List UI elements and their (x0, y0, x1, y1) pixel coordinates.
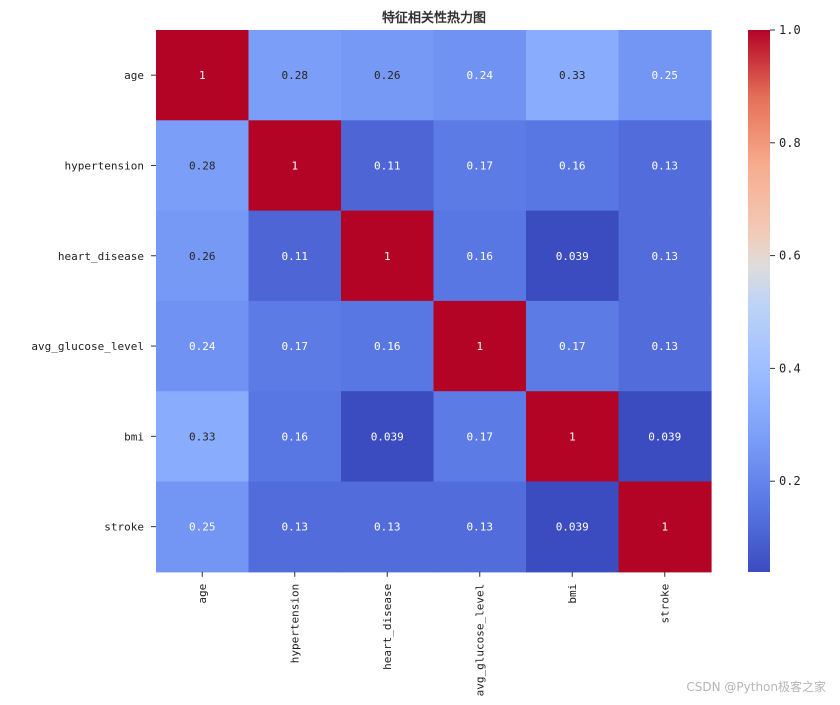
column-tick-label: age (196, 584, 209, 604)
heatmap-cell (341, 391, 435, 483)
cell-value-label: 0.16 (374, 340, 401, 353)
cell-value-label: 0.13 (374, 521, 401, 534)
cell-value-label: 0.17 (467, 159, 494, 172)
watermark-text: CSDN @Python极客之家 (686, 680, 826, 694)
cell-value-label: 0.26 (189, 250, 216, 263)
cell-value-label: 0.039 (648, 430, 681, 443)
colorbar-tick-label: 0.8 (779, 136, 801, 150)
heatmap-cell (526, 391, 620, 483)
row-labels: age hypertension heart_disease avg_glucose_… (31, 69, 156, 534)
heatmap-cell (618, 120, 712, 212)
heatmap-cell (433, 30, 527, 121)
heatmap-cell (341, 210, 435, 302)
cell-value-label: 0.24 (189, 340, 216, 353)
cell-value-label: 1 (291, 159, 298, 172)
column-tick-label: avg_glucose_level (474, 584, 487, 697)
column-labels: age hypertension heart_disease avg_glucose_… (196, 571, 672, 697)
row-tick-label: age (124, 69, 144, 82)
chart-title: 特征相关性热力图 (382, 10, 486, 26)
heatmap-cell (526, 481, 620, 573)
heatmap-cell (433, 481, 527, 573)
heatmap-cell (341, 300, 435, 392)
heatmap-cell (526, 120, 620, 212)
colorbar (748, 30, 770, 572)
cell-value-label: 0.17 (559, 340, 586, 353)
cell-value-label: 0.11 (282, 250, 309, 263)
cell-value-label: 0.24 (467, 69, 494, 82)
heatmap-cell (341, 481, 435, 573)
colorbar-tick-label: 0.6 (779, 249, 801, 263)
heatmap-cell (526, 300, 620, 392)
cell-value-label: 1 (476, 340, 483, 353)
heatmap-cell (618, 391, 712, 483)
heatmap-cell (248, 391, 342, 483)
heatmap-cells: 1 0.28 0.26 0.24 0.33 0.25 0.28 1 0.11 0.17 0.16 0.… (156, 30, 712, 573)
cell-value-label: 1 (199, 69, 206, 82)
heatmap-cell (156, 300, 250, 392)
cell-value-label: 0.11 (374, 159, 401, 172)
colorbar-tick-label: 1.0 (779, 23, 801, 37)
heatmap-cell (618, 30, 712, 121)
heatmap-cell (156, 391, 250, 483)
heatmap-cell (618, 300, 712, 392)
column-tick-label: stroke (659, 584, 672, 624)
heatmap-cell (433, 300, 527, 392)
cell-value-label: 0.28 (189, 159, 216, 172)
cell-value-label: 0.25 (189, 521, 216, 534)
cell-value-label: 0.13 (652, 250, 679, 263)
heatmap-cell (248, 210, 342, 302)
heatmap-cell (248, 481, 342, 573)
cell-value-label: 0.13 (652, 159, 679, 172)
cell-value-label: 0.25 (652, 69, 679, 82)
cell-value-label: 0.039 (556, 250, 589, 263)
heatmap-cell (156, 30, 250, 121)
row-tick-label: hypertension (65, 159, 144, 172)
cell-value-label: 0.28 (282, 69, 309, 82)
row-tick-label: avg_glucose_level (31, 340, 144, 353)
heatmap-cell (433, 391, 527, 483)
cell-value-label: 1 (384, 250, 391, 263)
cell-value-label: 0.039 (556, 521, 589, 534)
cell-value-label: 0.13 (467, 521, 494, 534)
column-tick-label: hypertension (289, 584, 302, 663)
cell-value-label: 0.33 (189, 430, 216, 443)
cell-value-label: 1 (661, 521, 668, 534)
cell-value-label: 0.17 (282, 340, 309, 353)
row-tick-label: heart_disease (58, 250, 144, 263)
cell-value-label: 1 (569, 430, 576, 443)
heatmap-cell (341, 120, 435, 212)
column-tick-label: bmi (566, 584, 579, 604)
heatmap-cell (248, 300, 342, 392)
heatmap-cell (341, 30, 435, 121)
cell-value-label: 0.16 (467, 250, 494, 263)
heatmap-cell (156, 210, 250, 302)
heatmap-cell (156, 481, 250, 573)
cell-value-label: 0.13 (652, 340, 679, 353)
heatmap-cell (618, 210, 712, 302)
cell-value-label: 0.16 (282, 430, 309, 443)
cell-value-label: 0.33 (559, 69, 586, 82)
row-tick-label: stroke (104, 521, 144, 534)
cell-value-label: 0.26 (374, 69, 401, 82)
heatmap-cell (526, 30, 620, 121)
cell-value-label: 0.17 (467, 430, 494, 443)
heatmap-cell (433, 210, 527, 302)
cell-value-label: 0.13 (282, 521, 309, 534)
colorbar-tick-label: 0.4 (779, 361, 801, 375)
colorbar-tick-label: 0.2 (779, 474, 801, 488)
column-tick-label: heart_disease (381, 584, 394, 670)
heatmap-cell (526, 210, 620, 302)
cell-value-label: 0.039 (371, 430, 404, 443)
heatmap-cell (248, 30, 342, 121)
heatmap-cell (433, 120, 527, 212)
cell-value-label: 0.16 (559, 159, 586, 172)
heatmap-cell (156, 120, 250, 212)
heatmap-cell (248, 120, 342, 212)
heatmap-cell (618, 481, 712, 573)
row-tick-label: bmi (124, 430, 144, 443)
colorbar-ticks: 0.2 0.4 0.6 0.8 1.0 (770, 23, 801, 488)
